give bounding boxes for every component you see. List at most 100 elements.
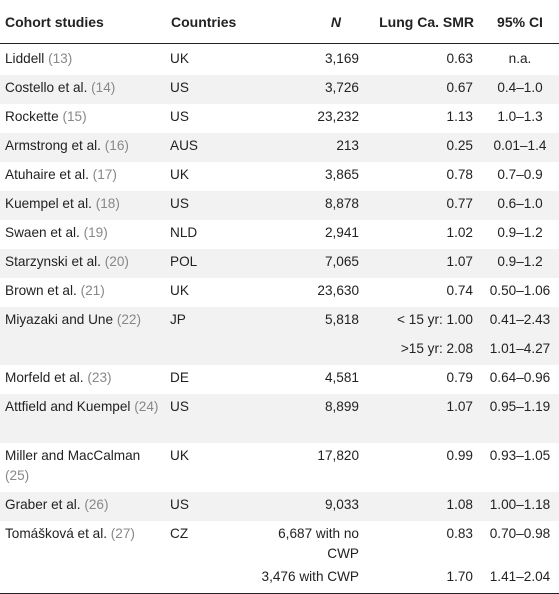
cell-smr: 1.07: [371, 249, 481, 278]
reference-link[interactable]: (23): [87, 370, 112, 385]
study-name: Atuhaire et al.: [5, 167, 89, 182]
reference-link[interactable]: (21): [80, 283, 105, 298]
table-row: Miller and MacCalman (25) UK 17,820 0.99 0.9…: [0, 443, 559, 492]
cell-ci: 0.50–1.06: [489, 283, 551, 298]
table-row: Brown et al. (21) UK 23,630 0.74 0.50–1.06: [0, 278, 559, 307]
study-name: Rockette: [5, 109, 59, 124]
reference-link[interactable]: (13): [48, 51, 73, 66]
cell-smr: 1.08: [371, 492, 481, 521]
reference-link[interactable]: (18): [95, 196, 120, 211]
cell-n: 9,033: [244, 492, 371, 521]
reference-link[interactable]: (19): [83, 225, 108, 240]
study-name: Miyazaki and Une: [5, 312, 114, 327]
cell-country: US: [170, 109, 189, 124]
cell-country: UK: [170, 51, 189, 66]
reference-link[interactable]: (20): [104, 254, 129, 269]
study-name: Liddell: [5, 51, 45, 66]
cell-smr: 1.07: [371, 394, 481, 443]
cell-ci: 0.01–1.4: [481, 133, 559, 162]
cell-smr: 1.70: [371, 564, 481, 594]
cell-n: 23,630: [317, 283, 359, 298]
cell-smr: 0.74: [446, 283, 473, 298]
cell-ci: n.a.: [508, 51, 532, 66]
cell-smr: 0.77: [371, 191, 481, 220]
header-n: N: [244, 0, 371, 44]
reference-link[interactable]: (16): [104, 138, 129, 153]
cell-country: US: [166, 191, 244, 220]
reference-link[interactable]: (24): [134, 399, 159, 414]
cell-n: 5,818: [244, 307, 371, 336]
cell-country: UK: [170, 167, 189, 182]
cell-study: Brown et al. (21): [0, 278, 166, 307]
cell-country: AUS: [166, 133, 244, 162]
reference-link[interactable]: (26): [84, 497, 109, 512]
cell-ci: 0.6–1.0: [481, 191, 559, 220]
table-body: Liddell (13) UK 3,169 0.63 n.a. Costello et a…: [0, 44, 559, 594]
cell-study: Swaen et al. (19): [0, 220, 166, 249]
table-header: Cohort studies Countries N Lung Ca. SMR …: [0, 0, 559, 44]
table-row: Swaen et al. (19) NLD 2,941 1.02 0.9–1.2: [0, 220, 559, 249]
cell-n: 2,941: [324, 225, 359, 240]
cell-ci: 0.9–1.2: [497, 225, 543, 240]
cell-study: Tomášková et al. (27): [0, 521, 166, 564]
cell-n: 3,726: [244, 75, 371, 104]
table-row: Costello et al. (14) US 3,726 0.67 0.4–1.0: [0, 75, 559, 104]
table-row: >15 yr: 2.08 1.01–4.27: [0, 336, 559, 365]
cell-smr: 0.78: [446, 167, 473, 182]
cell-n: 3,865: [324, 167, 359, 182]
cell-n: 6,687 with no CWP: [278, 526, 359, 561]
cell-country: UK: [170, 448, 189, 463]
cell-study: Atuhaire et al. (17): [0, 162, 166, 191]
table-row: Attfield and Kuempel (24) US 8,899 1.07 0.95…: [0, 394, 559, 443]
table-row: Morfeld et al. (23) DE 4,581 0.79 0.64–0.96: [0, 365, 559, 394]
table-row: Starzynski et al. (20) POL 7,065 1.07 0.9–1.…: [0, 249, 559, 278]
table-row: Miyazaki and Une (22) JP 5,818 < 15 yr: 1.0…: [0, 307, 559, 336]
header-cohort-studies: Cohort studies: [0, 0, 166, 44]
study-name: Brown et al.: [5, 283, 77, 298]
table-row: Liddell (13) UK 3,169 0.63 n.a.: [0, 44, 559, 76]
study-name: Armstrong et al.: [5, 138, 101, 153]
cell-ci: 0.9–1.2: [481, 249, 559, 278]
reference-link[interactable]: (27): [110, 526, 135, 541]
cell-study: Kuempel et al. (18): [0, 191, 166, 220]
cell-study: Rockette (15): [0, 104, 166, 133]
study-name: Miller and MacCalman: [5, 448, 141, 463]
cell-ci: 0.7–0.9: [497, 167, 543, 182]
cell-study: [0, 336, 166, 365]
cell-study: Morfeld et al. (23): [0, 365, 166, 394]
cell-study: Costello et al. (14): [0, 75, 166, 104]
cell-country: US: [166, 492, 244, 521]
study-name: Starzynski et al.: [5, 254, 101, 269]
cell-smr: 0.25: [371, 133, 481, 162]
study-name: Kuempel et al.: [5, 196, 92, 211]
cell-study: Attfield and Kuempel (24): [0, 394, 166, 443]
cell-n: 8,878: [244, 191, 371, 220]
cell-n: 8,899: [244, 394, 371, 443]
cell-n: [244, 336, 371, 365]
cell-study: [0, 564, 166, 594]
reference-link[interactable]: (22): [116, 312, 142, 327]
study-name: Attfield and Kuempel: [5, 399, 131, 414]
cell-study: Miller and MacCalman (25): [0, 443, 166, 492]
cell-ci: 0.41–2.43: [481, 307, 559, 336]
cell-n: 3,476 with CWP: [244, 564, 371, 594]
table-row: Kuempel et al. (18) US 8,878 0.77 0.6–1.0: [0, 191, 559, 220]
reference-link[interactable]: (14): [91, 80, 116, 95]
cell-ci: 1.41–2.04: [481, 564, 559, 594]
study-name: Tomášková et al.: [5, 526, 107, 541]
cell-country: US: [166, 394, 244, 443]
cell-study: Armstrong et al. (16): [0, 133, 166, 162]
cell-ci: 0.93–1.05: [489, 448, 551, 463]
cell-smr: 0.99: [446, 448, 473, 463]
cell-ci: 0.4–1.0: [481, 75, 559, 104]
cell-country: POL: [166, 249, 244, 278]
table-row: Graber et al. (26) US 9,033 1.08 1.00–1.18: [0, 492, 559, 521]
reference-link[interactable]: (25): [5, 468, 30, 483]
table-row: 3,476 with CWP 1.70 1.41–2.04: [0, 564, 559, 594]
reference-link[interactable]: (15): [62, 109, 87, 124]
cell-study: Starzynski et al. (20): [0, 249, 166, 278]
cell-study: Liddell (13): [0, 44, 166, 76]
reference-link[interactable]: (17): [92, 167, 117, 182]
